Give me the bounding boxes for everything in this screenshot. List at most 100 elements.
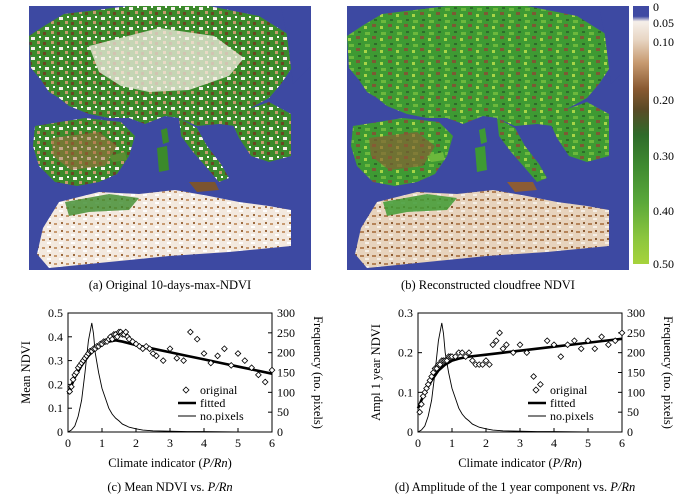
mean-ndvi-y2tick-label: 100 (277, 385, 295, 399)
ampl-ndvi-original-point (489, 341, 497, 349)
ampl-ndvi-original-point (516, 341, 524, 349)
colorbar-label-020: 0.20 (653, 93, 674, 107)
mean-ndvi-ytick-label: 0.3 (48, 354, 63, 368)
mean-ndvi-original-point (187, 328, 194, 336)
mean-ndvi-legend-original-marker (182, 386, 190, 394)
mean-ndvi-y2tick-label: 300 (277, 306, 295, 320)
mean-ndvi-xtick-label: 4 (201, 436, 207, 450)
mean-ndvi-original-point (146, 345, 153, 353)
ampl-ndvi-legend-fitted: fitted (550, 396, 575, 410)
mean-ndvi-original-point (142, 342, 150, 350)
ampl-ndvi-original-point (479, 361, 486, 368)
mean-ndvi-original-point (241, 357, 249, 364)
ampl-ndvi-original-point (458, 349, 466, 357)
ampl-ndvi-y2tick-label: 50 (627, 405, 639, 419)
mean-ndvi-original-point (68, 383, 75, 391)
ampl-ndvi-pixels-line (417, 322, 622, 433)
ampl-ndvi-original-point (492, 337, 500, 345)
mean-ndvi-ytick-label: 0.4 (48, 330, 63, 344)
ampl-ndvi-original-point (452, 353, 459, 360)
mean-ndvi-y2tick-label: 50 (277, 405, 289, 419)
mean-ndvi-pixels-line (67, 322, 272, 433)
mean-ndvi-xlabel: Climate indicator (P/Rn) (108, 456, 232, 470)
ampl-ndvi-xtick-label: 6 (619, 436, 625, 450)
ampl-ndvi-y2tick-label: 200 (627, 346, 645, 360)
mean-ndvi-original-point (69, 376, 77, 384)
ampl-ndvi-original-point (509, 349, 517, 357)
ampl-ndvi-original-point (577, 345, 585, 353)
mean-ndvi-y2tick-label: 0 (277, 425, 283, 439)
mean-ndvi-legend-original: original (200, 383, 238, 397)
ampl-ndvi-original-point (550, 341, 558, 349)
ampl-ndvi-original-point (564, 341, 571, 349)
ampl-ndvi-xlabel: Climate indicator (P/Rn) (458, 456, 582, 470)
mean-ndvi-original-point (193, 335, 201, 343)
mean-ndvi-original-point (122, 328, 130, 336)
ampl-ndvi-xtick-label: 3 (517, 436, 523, 450)
caption-a: (a) Original 10-days-max-NDVI (88, 278, 252, 292)
ampl-ndvi-ytick-label: 0.3 (398, 306, 413, 320)
mean-ndvi-original-point (227, 361, 235, 369)
colorbar-label-010: 0.10 (653, 35, 674, 49)
colorbar-label-0: 0 (653, 0, 659, 14)
mean-ndvi-original-point (180, 357, 187, 364)
chart-mean-ndvi: 0 1 2 3 4 5 600.10.20.30.40.505010015020025030… (19, 306, 325, 470)
ampl-ndvi-original-point (462, 353, 469, 360)
ampl-ndvi-original-point (482, 357, 490, 364)
ampl-ndvi-xtick-label: 0 (415, 436, 421, 450)
ampl-ndvi-original-point (618, 329, 626, 337)
caption-c-text: (c) Mean NDVI vs. (107, 480, 208, 494)
ampl-ndvi-original-point (523, 349, 531, 357)
ampl-ndvi-original-point (543, 337, 551, 345)
mean-ndvi-original-point (73, 369, 80, 376)
ampl-ndvi-ytick-label: 0.1 (398, 385, 413, 399)
colorbar-label-050: 0.50 (653, 257, 674, 271)
mean-ndvi-original-point (214, 352, 221, 360)
caption-b: (b) Reconstructed cloudfree NDVI (401, 278, 575, 292)
mean-ndvi-original-point (268, 366, 276, 374)
mean-ndvi-ytick-label: 0.2 (48, 377, 63, 391)
ampl-ndvi-original-point (557, 353, 565, 360)
ampl-ndvi-y2label: Frequency (no. pixels) (661, 316, 675, 429)
chart-amplitude-ndvi: 0 1 2 3 4 5 600.10.20.3050100150200250300Ampl … (369, 306, 675, 470)
ampl-ndvi-xtick-label: 4 (551, 436, 557, 450)
ampl-ndvi-original-point (469, 357, 476, 364)
ampl-ndvi-original-point (611, 337, 619, 345)
mean-ndvi-original-point (207, 359, 215, 367)
caption-c-italic: P/Rn (207, 480, 233, 494)
ampl-ndvi-original-point (584, 337, 592, 345)
mean-ndvi-original-point (200, 350, 208, 357)
ampl-ndvi-ytick-label: 0 (407, 425, 413, 439)
mean-ndvi-legend-pixels: no.pixels (200, 409, 244, 423)
ampl-ndvi-original-point (605, 341, 612, 349)
map-original-ndvi (29, 6, 311, 270)
mean-ndvi-original-point (261, 378, 269, 386)
ampl-ndvi-original-point (571, 337, 578, 345)
mean-ndvi-original-point (66, 388, 74, 395)
ampl-ndvi-original-point (418, 400, 425, 408)
ampl-ndvi-fitted-line (416, 337, 623, 409)
mean-ndvi-xtick-label: 2 (133, 436, 139, 450)
ampl-ndvi-original-point (537, 381, 544, 388)
mean-ndvi-ytick-label: 0.1 (48, 401, 63, 415)
ampl-ndvi-original-point (591, 345, 599, 353)
mean-ndvi-legend-fitted: fitted (200, 396, 225, 410)
caption-c: (c) Mean NDVI vs. P/Rn (60, 480, 280, 495)
ampl-ndvi-ytick-label: 0.2 (398, 346, 413, 360)
mean-ndvi-xtick-label: 6 (269, 436, 275, 450)
colorbar (633, 6, 649, 264)
ampl-ndvi-xtick-label: 1 (449, 436, 455, 450)
colorbar-label-005: 0.05 (653, 16, 674, 30)
ampl-ndvi-original-point (530, 373, 537, 380)
mean-ndvi-original-point (136, 342, 143, 350)
mean-ndvi-original-point (159, 357, 167, 364)
ampl-ndvi-original-point (499, 345, 507, 353)
mean-ndvi-original-point (234, 350, 242, 357)
ampl-ndvi-legend-pixels: no.pixels (550, 409, 594, 423)
mean-ndvi-original-point (113, 333, 121, 341)
mean-ndvi-original-point (173, 354, 181, 362)
ampl-ndvi-original-point (465, 349, 473, 357)
caption-d-italic: P/Rn (610, 480, 636, 494)
mean-ndvi-xtick-label: 0 (65, 436, 71, 450)
ampl-ndvi-original-point (503, 341, 510, 349)
